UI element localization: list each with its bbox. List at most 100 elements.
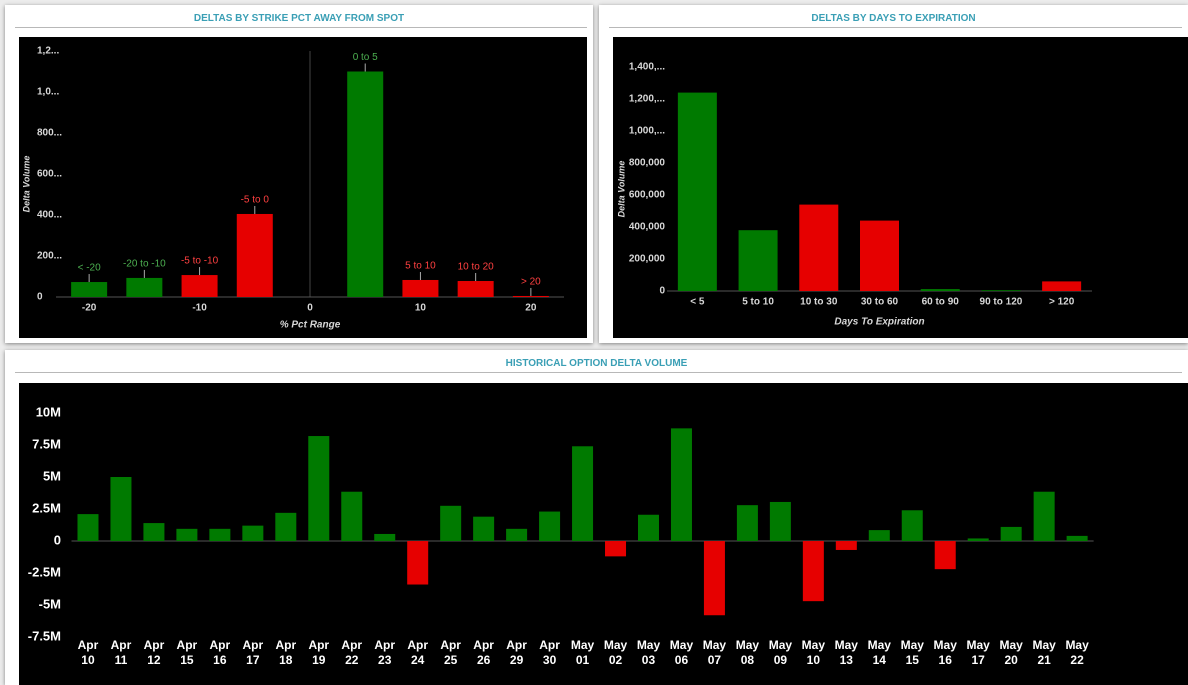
bar bbox=[736, 505, 758, 541]
bar bbox=[539, 511, 561, 541]
x-axis-label: Days To Expiration bbox=[834, 317, 924, 328]
x-tick-label: May 21 bbox=[1032, 638, 1056, 667]
bar bbox=[126, 277, 163, 297]
bar bbox=[868, 530, 890, 541]
y-axis-label: Delta Volume bbox=[616, 161, 626, 218]
x-tick-label: 10 to 30 bbox=[800, 297, 838, 308]
x-tick-label: Apr 23 bbox=[374, 638, 396, 667]
y-tick-label: 1,2... bbox=[37, 46, 59, 57]
panel-title: HISTORICAL OPTION DELTA VOLUME bbox=[505, 358, 688, 369]
y-tick-label: 200... bbox=[37, 251, 62, 262]
bar-label: 0 to 5 bbox=[353, 52, 378, 63]
bar bbox=[572, 446, 594, 541]
y-tick-label: 2.5M bbox=[32, 500, 61, 515]
x-tick-label: Apr 22 bbox=[341, 638, 363, 667]
x-tick-label: May 07 bbox=[702, 638, 727, 667]
bar bbox=[176, 528, 198, 541]
x-tick-label: May 17 bbox=[966, 638, 990, 667]
bar bbox=[1000, 526, 1022, 541]
bar bbox=[209, 528, 231, 541]
y-tick-label: 1,200,... bbox=[629, 94, 665, 105]
bar-label: -5 to -10 bbox=[181, 256, 219, 267]
bar bbox=[769, 501, 791, 541]
bar bbox=[835, 541, 857, 550]
bar-label: 5 to 10 bbox=[405, 261, 436, 272]
bar bbox=[308, 436, 330, 541]
y-tick-label: 1,0... bbox=[37, 87, 59, 98]
chart: 1,400,... 1,200,... 1,000,... 800,000 600,00… bbox=[616, 62, 1092, 328]
x-tick-label: May 08 bbox=[735, 638, 760, 667]
title-rule bbox=[609, 27, 1182, 28]
y-tick-label: 800,000 bbox=[629, 158, 666, 169]
y-tick-label: -2.5M bbox=[28, 564, 61, 579]
x-tick-label: Apr 19 bbox=[308, 638, 330, 667]
bar bbox=[242, 525, 264, 541]
bar-label: -20 to -10 bbox=[123, 259, 166, 270]
bar bbox=[407, 541, 429, 585]
x-tick-label: 10 bbox=[415, 303, 427, 314]
x-tick-label: May 20 bbox=[999, 638, 1023, 667]
y-tick-label: 800... bbox=[37, 128, 62, 139]
bar-label: < -20 bbox=[78, 263, 102, 274]
bar bbox=[236, 213, 273, 297]
bar bbox=[860, 220, 899, 291]
panel-title: DELTAS BY STRIKE PCT AWAY FROM SPOT bbox=[193, 13, 405, 24]
bar bbox=[374, 533, 396, 541]
x-tick-label: 0 bbox=[307, 303, 313, 314]
plot-area: 1,400,... 1,200,... 1,000,... 800,000 600,00… bbox=[613, 37, 1188, 338]
chart: 1,2... 1,0... 800... 600... 400... 200... 0 -20… bbox=[21, 46, 564, 331]
x-tick-label: Apr 18 bbox=[275, 638, 297, 667]
plot-area: 1,2... 1,0... 800... 600... 400... 200... 0 -20… bbox=[19, 37, 587, 338]
x-axis-label: % Pct Range bbox=[280, 320, 341, 331]
bar bbox=[473, 516, 495, 541]
y-tick-label: 600... bbox=[37, 169, 62, 180]
x-tick-label: Apr 29 bbox=[506, 638, 527, 667]
x-tick-label: Apr 17 bbox=[242, 638, 264, 667]
bar bbox=[440, 505, 462, 541]
x-tick-label: 30 to 60 bbox=[861, 297, 899, 308]
x-tick-label: Apr 10 bbox=[77, 638, 99, 667]
y-tick-label: 400... bbox=[37, 210, 62, 221]
y-tick-label: 0 bbox=[659, 286, 665, 297]
bar bbox=[967, 538, 989, 541]
x-tick-label: < 5 bbox=[690, 297, 705, 308]
x-tick-label: Apr 11 bbox=[110, 638, 132, 667]
y-tick-label: 400,000 bbox=[629, 222, 666, 233]
bar bbox=[637, 514, 659, 541]
bar bbox=[670, 428, 692, 541]
x-tick-label: -10 bbox=[192, 303, 207, 314]
bar bbox=[77, 514, 99, 541]
bar bbox=[738, 230, 778, 291]
x-tick-label: > 120 bbox=[1049, 297, 1075, 308]
y-tick-label: 7.5M bbox=[32, 436, 61, 451]
bar bbox=[934, 541, 956, 570]
y-tick-label: -7.5M bbox=[28, 628, 61, 643]
y-tick-label: 0 bbox=[54, 532, 61, 547]
y-tick-label: 5M bbox=[43, 468, 61, 483]
y-tick-label: 1,000,... bbox=[629, 126, 665, 137]
y-tick-label: 10M bbox=[36, 404, 61, 419]
x-tick-label: Apr 26 bbox=[473, 638, 494, 667]
y-tick-label: 600,000 bbox=[629, 190, 666, 201]
bar bbox=[981, 290, 1021, 291]
x-tick-label: Apr 15 bbox=[176, 638, 198, 667]
y-tick-label: 200,000 bbox=[629, 254, 666, 265]
bar bbox=[110, 477, 132, 541]
plot-area: 10M 7.5M 5M 2.5M 0 -2.5M -5M -7.5M Apr 10 Apr 11… bbox=[19, 383, 1188, 685]
bar bbox=[181, 275, 218, 297]
bar bbox=[1033, 491, 1055, 541]
bar bbox=[703, 541, 725, 616]
bar-label: 10 to 20 bbox=[458, 262, 495, 273]
x-tick-label: 20 bbox=[525, 303, 537, 314]
title-rule bbox=[15, 372, 1182, 373]
x-tick-label: Apr 25 bbox=[440, 638, 461, 667]
x-tick-label: May 13 bbox=[834, 638, 858, 667]
bar bbox=[1042, 281, 1082, 291]
x-tick-label: -20 bbox=[82, 303, 97, 314]
panel: HISTORICAL OPTION DELTA VOLUME 10M 7.5M 5M… bbox=[5, 350, 1188, 685]
bar bbox=[402, 279, 439, 297]
bar bbox=[71, 282, 108, 297]
x-tick-label: May 09 bbox=[768, 638, 793, 667]
x-tick-label: 60 to 90 bbox=[922, 297, 960, 308]
y-tick-label: 0 bbox=[37, 292, 43, 303]
